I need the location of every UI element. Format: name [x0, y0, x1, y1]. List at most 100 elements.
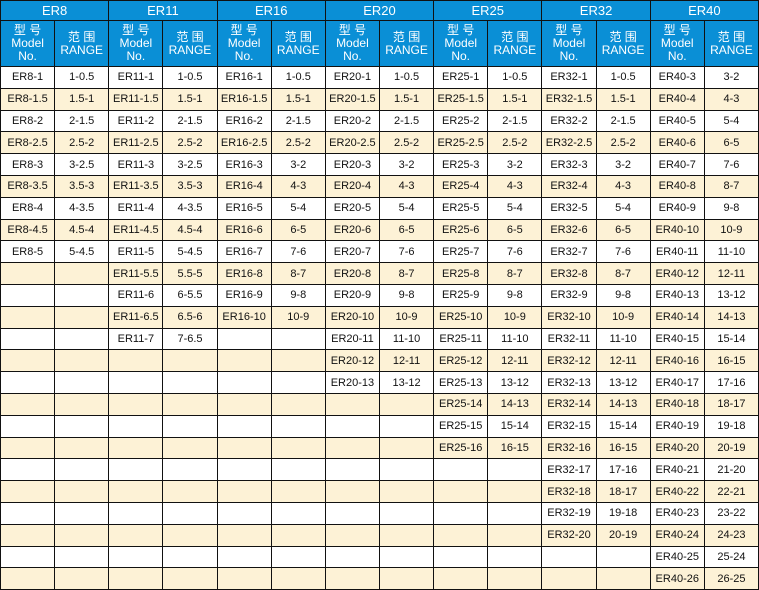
range-cell: 8-7	[270, 262, 326, 285]
group-header-er40: ER40	[649, 0, 759, 21]
range-cell: 6-5.5	[162, 283, 218, 307]
range-cell: 1-0.5	[595, 66, 651, 89]
range-cell: 11-10	[595, 327, 651, 351]
model-no-cell: ER32-6	[541, 218, 597, 242]
range-header: 范 围 RANGE	[270, 20, 326, 67]
table-row: ER8-4.5 4.5-4 ER11-4.5 4.5-4 ER16-6 6-5 ER20-6…	[0, 218, 759, 242]
range-header: 范 围 RANGE	[487, 20, 543, 67]
model-no-cell	[216, 480, 272, 503]
range-cell: 9-8	[378, 283, 435, 307]
model-no-cell: ER20-5	[324, 196, 380, 220]
range-cell: 19-18	[595, 501, 651, 525]
model-no-cell	[0, 349, 56, 373]
range-cell: 12-11	[703, 262, 759, 285]
model-no-cell	[108, 501, 164, 525]
model-no-cell	[108, 480, 164, 503]
model-no-cell	[433, 480, 489, 503]
model-no-cell: ER32-10	[541, 305, 597, 329]
range-cell: 4-3	[378, 174, 435, 198]
model-no-cell: ER32-2	[541, 109, 597, 133]
range-cell	[54, 480, 110, 503]
model-no-cell	[324, 480, 380, 503]
table-row: ER8-4 4-3.5 ER11-4 4-3.5 ER16-5 5-4 ER20-5 5-4 E…	[0, 196, 759, 220]
model-no-cell: ER20-10	[324, 305, 380, 329]
range-cell	[162, 480, 218, 503]
group-header-er20: ER20	[324, 0, 435, 21]
model-no-cell: ER16-4	[216, 174, 272, 198]
range-cell: 26-25	[703, 567, 759, 590]
range-cell	[162, 349, 218, 373]
range-cell: 1-0.5	[378, 66, 435, 89]
model-no-cell	[216, 436, 272, 460]
range-cell: 18-17	[703, 392, 759, 416]
model-no-cell	[324, 501, 380, 525]
model-no-cell: ER32-1.5	[541, 87, 597, 111]
range-cell: 25-24	[703, 545, 759, 569]
range-cell: 3-2	[703, 66, 759, 89]
model-no-cell	[0, 414, 56, 438]
range-cell	[378, 501, 435, 525]
range-cell	[270, 523, 326, 547]
model-no-cell: ER32-20	[541, 523, 597, 547]
range-cell	[54, 501, 110, 525]
range-cell: 19-18	[703, 414, 759, 438]
model-no-cell: ER25-2.5	[433, 131, 489, 155]
range-cell: 2.5-2	[54, 131, 110, 155]
model-no-cell: ER40-3	[649, 66, 705, 89]
range-cell: 4-3.5	[162, 196, 218, 220]
model-no-cell: ER20-4	[324, 174, 380, 198]
range-cell: 6-5	[703, 131, 759, 155]
model-no-cell: ER20-1	[324, 66, 380, 89]
table-row: ER32-17 17-16 ER40-21 21-20	[0, 458, 759, 482]
range-cell	[270, 327, 326, 351]
model-no-cell: ER20-7	[324, 240, 380, 264]
model-no-cell: ER25-15	[433, 414, 489, 438]
model-no-cell: ER11-2.5	[108, 131, 164, 155]
model-no-cell	[216, 349, 272, 373]
model-no-cell	[108, 349, 164, 373]
model-no-cell: ER25-1.5	[433, 87, 489, 111]
range-cell: 16-15	[703, 349, 759, 373]
sub-header-row: 型 号 Model No. 范 围 RANGE 型 号 Model No. 范 围 R…	[0, 20, 759, 67]
range-header: 范 围 RANGE	[378, 20, 435, 67]
range-cell	[54, 371, 110, 394]
range-cell: 3-2	[378, 153, 435, 176]
range-cell	[378, 458, 435, 482]
range-cell: 2.5-2	[270, 131, 326, 155]
model-no-cell: ER8-3	[0, 153, 56, 176]
range-cell: 7-6	[487, 240, 543, 264]
range-cell: 9-8	[703, 196, 759, 220]
model-no-cell: ER25-16	[433, 436, 489, 460]
range-cell	[54, 567, 110, 590]
table-row: ER8-3.5 3.5-3 ER11-3.5 3.5-3 ER16-4 4-3 ER20-4…	[0, 174, 759, 198]
range-cell	[270, 436, 326, 460]
range-cell: 1-0.5	[162, 66, 218, 89]
range-cell	[162, 392, 218, 416]
model-no-cell	[0, 523, 56, 547]
range-cell: 2.5-2	[487, 131, 543, 155]
model-no-cell: ER40-26	[649, 567, 705, 590]
model-no-cell: ER40-19	[649, 414, 705, 438]
model-no-cell: ER32-13	[541, 371, 597, 394]
range-header: 范 围 RANGE	[703, 20, 759, 67]
range-cell	[487, 545, 543, 569]
group-header-er16: ER16	[216, 0, 326, 21]
range-cell: 7-6	[703, 153, 759, 176]
table-row: ER40-25 25-24	[0, 545, 759, 569]
range-cell	[162, 458, 218, 482]
model-no-cell: ER8-4	[0, 196, 56, 220]
range-cell	[487, 501, 543, 525]
range-cell: 20-19	[703, 436, 759, 460]
model-no-cell	[108, 567, 164, 590]
model-no-cell: ER40-22	[649, 480, 705, 503]
range-cell: 2-1.5	[595, 109, 651, 133]
range-cell: 9-8	[270, 283, 326, 307]
range-cell: 1-0.5	[270, 66, 326, 89]
model-no-cell: ER16-1.5	[216, 87, 272, 111]
model-no-cell	[216, 501, 272, 525]
model-no-cell	[108, 523, 164, 547]
model-no-cell: ER40-5	[649, 109, 705, 133]
range-cell: 2.5-2	[595, 131, 651, 155]
range-cell: 4-3.5	[54, 196, 110, 220]
model-no-cell: ER25-1	[433, 66, 489, 89]
